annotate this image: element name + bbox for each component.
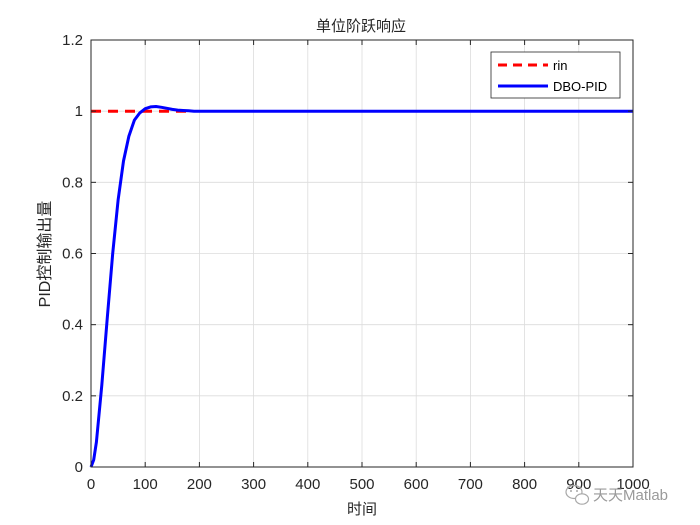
y-axis-label: PID控制输出量	[36, 201, 54, 308]
watermark: 天天Matlab	[565, 484, 668, 505]
legend-label-rin: rin	[553, 58, 567, 73]
x-tick-labels: 0 100 200 300 400 500 600 700 800 900 1000	[87, 476, 650, 493]
series-group	[89, 105, 633, 468]
x-tick-label: 700	[458, 476, 483, 493]
x-tick-label: 400	[295, 476, 320, 493]
y-tick-label: 0.2	[62, 388, 83, 405]
x-tick-label: 1000	[616, 476, 649, 493]
x-tick-label: 800	[512, 476, 537, 493]
legend: rin DBO-PID	[490, 51, 621, 99]
watermark-text: 天天Matlab	[593, 487, 668, 504]
x-tick-label: 900	[566, 476, 591, 493]
wechat-icon	[565, 484, 590, 505]
y-tick-label: 0.6	[62, 246, 83, 263]
x-tick-label: 600	[404, 476, 429, 493]
x-tick-label: 100	[133, 476, 158, 493]
x-axis-label: 时间	[347, 500, 377, 518]
legend-label-dbo-pid: DBO-PID	[553, 79, 607, 94]
x-tick-label: 300	[241, 476, 266, 493]
ticks	[90, 39, 634, 468]
x-tick-label: 500	[349, 476, 374, 493]
x-tick-label: 0	[87, 476, 95, 493]
y-tick-label: 1.2	[62, 32, 83, 49]
y-tick-label: 0.8	[62, 174, 83, 191]
series-line-dbo-pid	[89, 105, 633, 468]
x-tick-label: 200	[187, 476, 212, 493]
legend-box	[490, 51, 621, 99]
y-tick-label: 0.4	[62, 317, 83, 334]
y-tick-labels: 0 0.2 0.4 0.6 0.8 1 1.2	[62, 32, 83, 476]
chart-title: 单位阶跃响应	[316, 17, 406, 35]
y-tick-label: 1	[75, 103, 83, 120]
y-tick-label: 0	[75, 459, 83, 476]
